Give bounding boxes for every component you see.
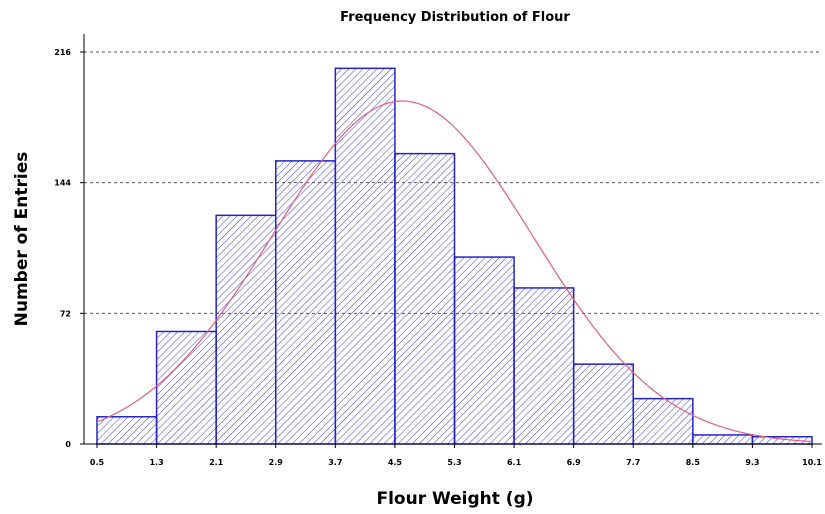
histogram-bar-7 <box>453 256 515 445</box>
histogram-bar-10 <box>632 397 694 445</box>
normal-fit-curve <box>96 100 813 443</box>
x-axis-label: Flour Weight (g) <box>376 489 533 509</box>
x-tick-label-7: 6.1 <box>507 458 522 467</box>
x-tick-label-6: 5.3 <box>447 458 461 467</box>
histogram-bar-11 <box>692 434 754 445</box>
x-tick-label-11: 9.3 <box>745 458 759 467</box>
histogram-bar-4 <box>275 160 337 445</box>
x-tick-label-4: 3.7 <box>328 458 342 467</box>
y-tick-label-0: 0 <box>65 440 71 449</box>
histogram-bars <box>96 67 813 445</box>
plot-frame <box>83 34 822 445</box>
y-axis-ticks: 0 72 144 216 <box>54 48 84 449</box>
histogram-bar-1 <box>96 416 158 445</box>
histogram-bar-9 <box>572 363 635 445</box>
x-tick-label-8: 6.9 <box>567 458 582 467</box>
x-tick-label-5: 4.5 <box>388 458 403 467</box>
histogram-bar-3 <box>215 214 277 445</box>
histogram-bar-8 <box>513 287 575 445</box>
y-tick-label-2: 144 <box>54 179 71 188</box>
x-tick-label-10: 8.5 <box>686 458 701 467</box>
x-tick-label-2: 2.1 <box>209 458 224 467</box>
x-tick-label-12: 10.1 <box>802 458 822 467</box>
x-tick-label-9: 7.7 <box>626 458 640 467</box>
y-tick-label-1: 72 <box>60 309 71 318</box>
x-tick-label-3: 2.9 <box>269 458 284 467</box>
y-tick-label-3: 216 <box>54 48 71 57</box>
x-axis-ticks: 0.5 1.3 2.1 2.9 3.7 4.5 5.3 6.1 6.9 7.7 8.5 9.3 10.1 <box>90 444 822 467</box>
x-tick-label-0: 0.5 <box>90 458 105 467</box>
histogram-bar-2 <box>155 330 217 445</box>
chart-title: Frequency Distribution of Flour <box>340 10 570 25</box>
histogram-bar-5 <box>334 67 396 445</box>
y-axis-label: Number of Entries <box>12 152 32 327</box>
histogram-bar-6 <box>394 152 456 445</box>
x-tick-label-1: 1.3 <box>149 458 163 467</box>
